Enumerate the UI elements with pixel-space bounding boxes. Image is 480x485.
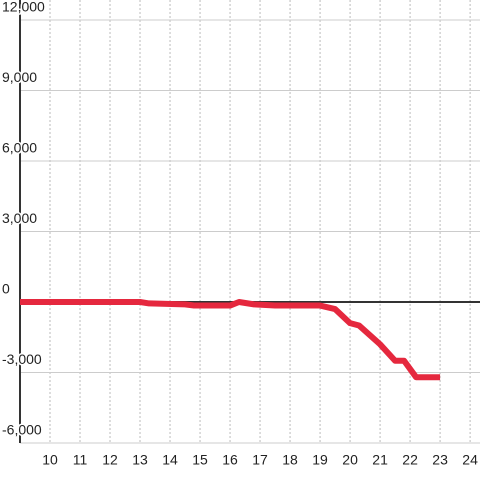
x-tick-label: 15 xyxy=(192,452,208,468)
x-tick-label: 12 xyxy=(102,452,118,468)
x-tick-label: 23 xyxy=(432,452,448,468)
y-tick-label: 6,000 xyxy=(2,140,37,156)
x-tick-label: 18 xyxy=(282,452,298,468)
x-tick-label: 10 xyxy=(42,452,58,468)
y-tick-label: 0 xyxy=(2,281,10,297)
x-tick-label: 20 xyxy=(342,452,358,468)
x-tick-label: 11 xyxy=(73,452,88,468)
x-tick-label: 22 xyxy=(402,452,418,468)
x-tick-label: 17 xyxy=(252,452,268,468)
x-tick-label: 21 xyxy=(372,452,388,468)
y-tick-label: 9,000 xyxy=(2,69,37,85)
y-tick-label: -3,000 xyxy=(2,351,42,367)
line xyxy=(20,299,441,381)
x-tick-label: 19 xyxy=(312,452,328,468)
x-tick-label: 16 xyxy=(222,452,238,468)
y-tick-label: 12,000 xyxy=(2,0,45,15)
x-tick-label: 14 xyxy=(162,452,178,468)
y-tick-label: -6,000 xyxy=(2,422,42,438)
y-tick-label: 3,000 xyxy=(2,210,37,226)
x-tick-label: 24 xyxy=(462,452,478,468)
x-tick-label: 13 xyxy=(132,452,148,468)
